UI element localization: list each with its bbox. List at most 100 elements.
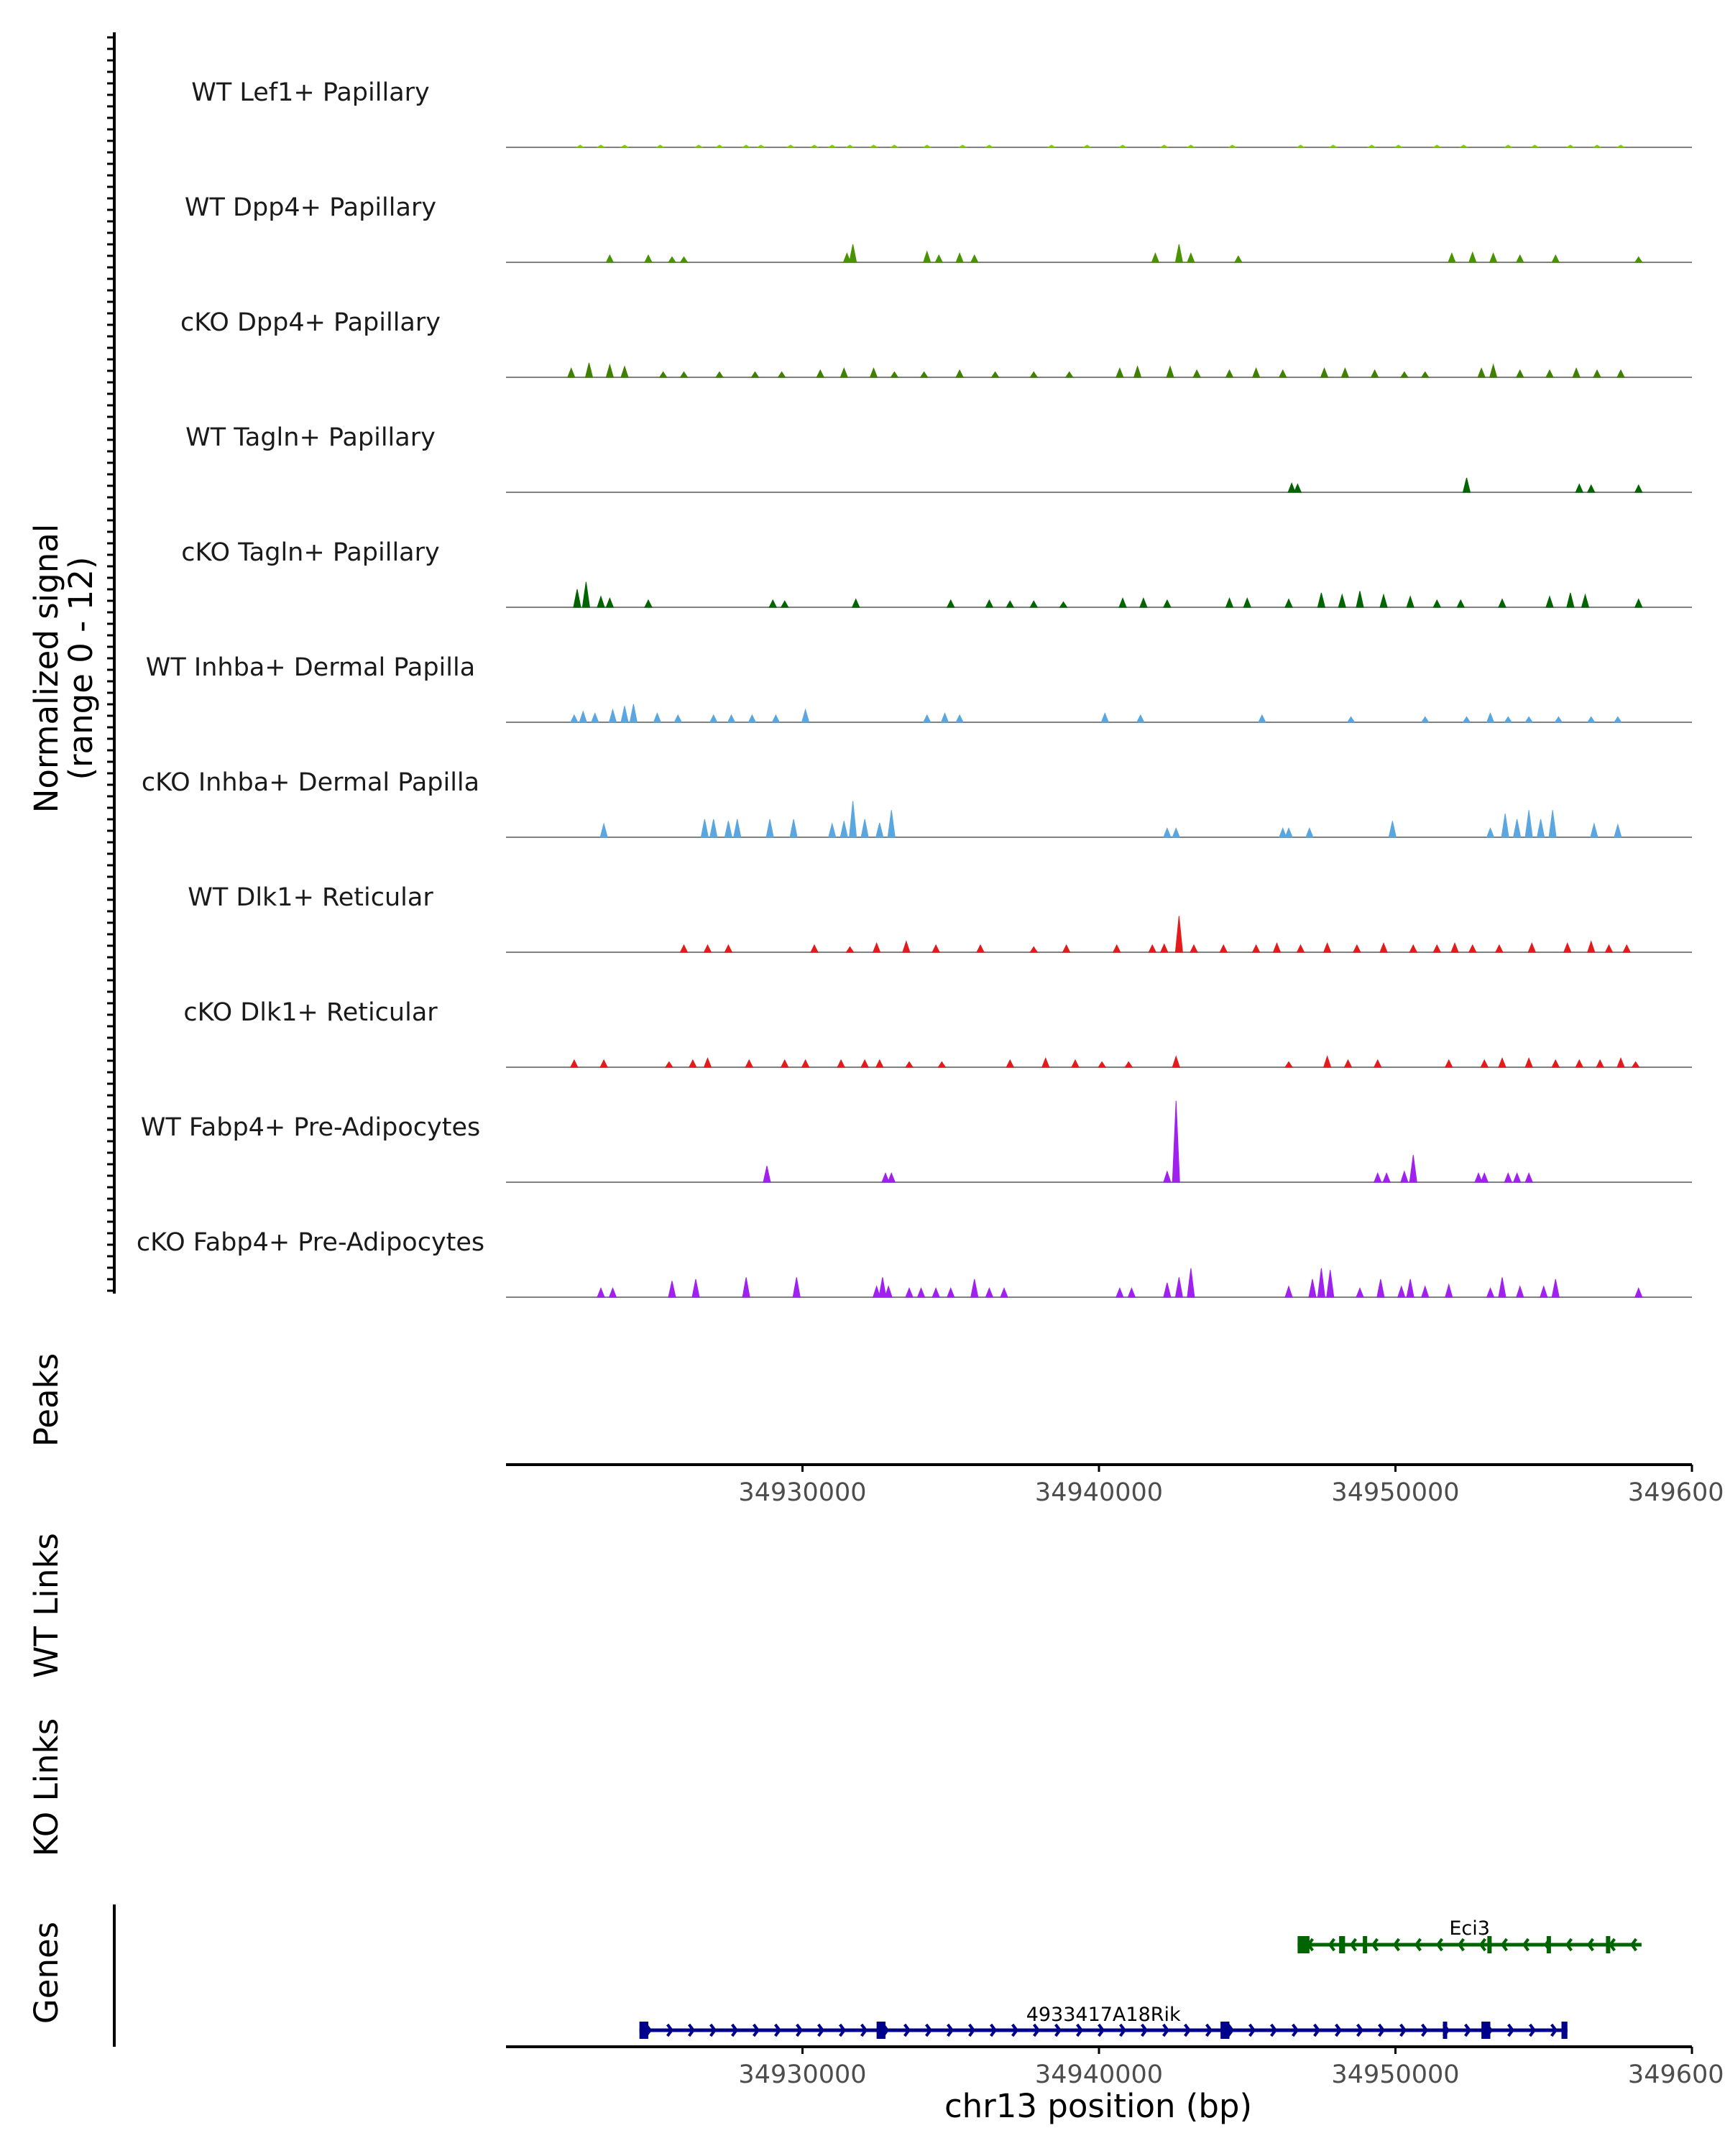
signal-peak — [1243, 597, 1251, 608]
signal-peak — [1393, 144, 1404, 148]
signal-peak — [1029, 371, 1039, 378]
signal-peak — [1116, 367, 1124, 378]
x-axis-top: 34930000 34940000 34950000 34960000 — [506, 1463, 1725, 1507]
signal-peak — [905, 1287, 914, 1298]
signal-peak — [1444, 1059, 1453, 1068]
signal-peak — [860, 1059, 869, 1068]
signal-peak — [1174, 1277, 1183, 1298]
signal-peak — [1486, 827, 1495, 838]
signal-peak — [664, 1061, 673, 1068]
signal-peak — [703, 944, 712, 953]
signal-peak — [570, 1059, 579, 1068]
strand-arrow — [1098, 2023, 1105, 2037]
wt-links-track-label: WT Links — [27, 1533, 65, 1678]
signal-peak — [644, 254, 653, 263]
signal-peak — [840, 367, 848, 378]
signal-peak — [840, 821, 848, 838]
signal-peak — [1225, 369, 1234, 378]
signal-peak — [976, 944, 985, 953]
strand-arrow — [925, 2023, 933, 2037]
signal-peak — [1530, 144, 1540, 148]
signal-peak — [1187, 1268, 1195, 1298]
strand-arrow — [688, 2023, 696, 2037]
signal-peak — [1296, 944, 1305, 953]
signal-peak — [1251, 367, 1261, 378]
signal-peak — [1006, 1059, 1015, 1068]
signal-peak — [691, 1279, 700, 1298]
signal-peak — [869, 367, 878, 378]
signal-peak — [1524, 810, 1533, 838]
strand-arrow — [1629, 1938, 1637, 1952]
signal-peak — [1581, 593, 1590, 608]
strand-arrow — [796, 2023, 804, 2037]
gene-exon — [1606, 1936, 1611, 1953]
signal-peak — [1486, 1287, 1495, 1298]
signal-peak — [1328, 144, 1338, 148]
signal-peak — [1551, 1059, 1560, 1068]
strand-arrow — [1119, 2023, 1127, 2037]
gene-exon — [1487, 1936, 1492, 1953]
signal-peak — [921, 144, 932, 148]
signal-peak — [1172, 827, 1180, 838]
signal-peak — [1480, 1059, 1489, 1068]
signal-peak — [875, 822, 884, 838]
strand-arrow — [1435, 1938, 1443, 1952]
signal-peak — [768, 599, 778, 608]
signal-peak — [923, 250, 932, 263]
signal-peak — [1456, 599, 1466, 608]
signal-peak — [1477, 367, 1486, 378]
signal-peak — [1551, 254, 1560, 263]
signal-peak — [1616, 1057, 1625, 1068]
track-label: cKO Dlk1+ Reticular — [183, 998, 438, 1027]
signal-peak — [1631, 1061, 1640, 1068]
signal-peak — [1382, 1172, 1391, 1183]
strand-arrow — [1011, 2023, 1019, 2037]
signal-peak — [875, 1059, 884, 1068]
signal-peak — [1062, 944, 1071, 953]
signal-peak — [1503, 144, 1514, 148]
signal-peak — [742, 1277, 750, 1298]
signal-peak — [1432, 599, 1442, 608]
signal-peak — [940, 712, 949, 723]
signal-peak — [1159, 144, 1169, 148]
signal-peak — [1462, 716, 1471, 723]
signal-peak — [1172, 1100, 1180, 1183]
coverage-track: cKO Dpp4+ Papillary — [180, 308, 1692, 378]
signal-peak — [1622, 944, 1632, 953]
strand-arrow — [1522, 1938, 1530, 1952]
strand-arrow — [903, 2023, 911, 2037]
gene-exon — [1481, 2022, 1491, 2039]
coverage-track: cKO Dlk1+ Reticular — [183, 998, 1692, 1068]
signal-peak — [890, 371, 899, 378]
track-label: WT Lef1+ Papillary — [191, 78, 430, 107]
signal-peak — [1064, 371, 1074, 378]
signal-peak — [1565, 144, 1576, 148]
signal-peak — [1399, 371, 1409, 378]
signal-peak — [1590, 822, 1598, 838]
signal-peak — [1421, 1285, 1430, 1298]
strand-arrow — [860, 2023, 868, 2037]
signal-peak — [955, 369, 964, 378]
signal-peak — [937, 1061, 947, 1068]
signal-peak — [709, 819, 718, 838]
signal-peak — [733, 819, 742, 838]
signal-peak — [727, 714, 736, 723]
signal-peak — [1400, 1170, 1409, 1183]
strand-arrow — [1464, 2023, 1472, 2037]
signal-peak — [1148, 944, 1157, 953]
signal-peak — [1322, 942, 1332, 953]
signal-peak — [1504, 716, 1513, 723]
strand-arrow — [1205, 2023, 1213, 2037]
signal-peak — [1616, 144, 1626, 148]
signal-peak — [934, 254, 944, 263]
strand-arrow — [990, 2023, 998, 2037]
signal-peak — [597, 1287, 605, 1298]
signal-peak — [810, 944, 819, 953]
signal-peak — [1489, 252, 1498, 263]
track-label: cKO Fabp4+ Pre-Adipocytes — [137, 1228, 484, 1257]
signal-peak — [1098, 1061, 1107, 1068]
signal-peak — [1634, 598, 1643, 608]
signal-peak — [620, 706, 629, 723]
signal-peak — [828, 822, 837, 838]
signal-peak — [709, 714, 718, 723]
